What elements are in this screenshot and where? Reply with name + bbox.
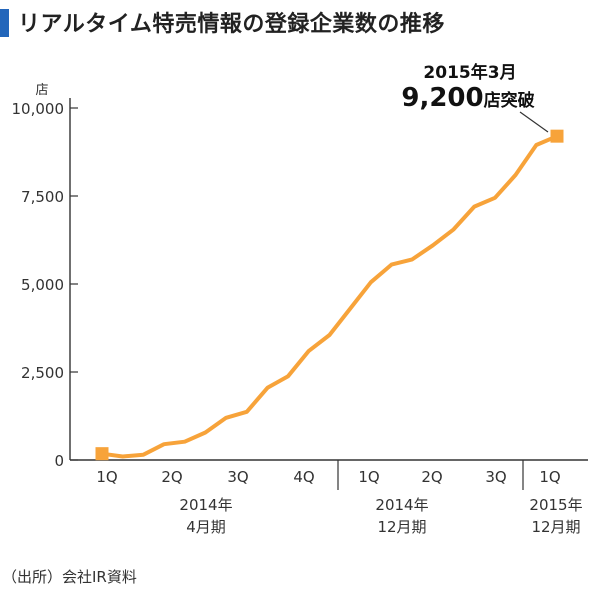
y-tick-label: 5,000	[21, 276, 64, 294]
x-group-label-period: 12月期	[377, 518, 426, 536]
x-group-label-year: 2015年	[529, 496, 582, 514]
x-tick-label: 2Q	[161, 468, 182, 486]
x-group-label-period: 4月期	[186, 518, 226, 536]
y-tick-label: 2,500	[21, 364, 64, 382]
end-marker	[550, 129, 564, 143]
title-accent-bar	[0, 9, 9, 37]
x-tick-label: 1Q	[96, 468, 117, 486]
x-tick-label: 3Q	[227, 468, 248, 486]
annotation-leader	[519, 111, 549, 133]
y-tick-label: 10,000	[12, 100, 65, 118]
annotation-value: 9,200店突破	[401, 83, 534, 113]
annotation-date: 2015年3月	[423, 62, 516, 83]
y-tick-label: 0	[54, 452, 64, 470]
y-tick-label: 7,500	[21, 188, 64, 206]
line-chart: 0 2,500 5,000 7,500 10,000 店 1Q 2Q 3Q 4Q 1Q 2Q 3Q 1Q 2…	[12, 62, 588, 536]
chart-title: リアルタイム特売情報の登録企業数の推移	[18, 12, 445, 37]
x-group-label-year: 2014年	[375, 496, 428, 514]
y-axis-unit: 店	[35, 83, 48, 98]
x-group-label-period: 12月期	[531, 518, 580, 536]
x-tick-label: 3Q	[485, 468, 506, 486]
x-group-label-year: 2014年	[179, 496, 232, 514]
x-tick-label: 1Q	[358, 468, 379, 486]
x-tick-label: 4Q	[293, 468, 314, 486]
series-line	[100, 134, 559, 459]
x-tick-label: 2Q	[421, 468, 442, 486]
start-marker	[95, 447, 109, 461]
x-tick-label: 1Q	[539, 468, 560, 486]
source-note: （出所）会社IR資料	[2, 568, 137, 586]
